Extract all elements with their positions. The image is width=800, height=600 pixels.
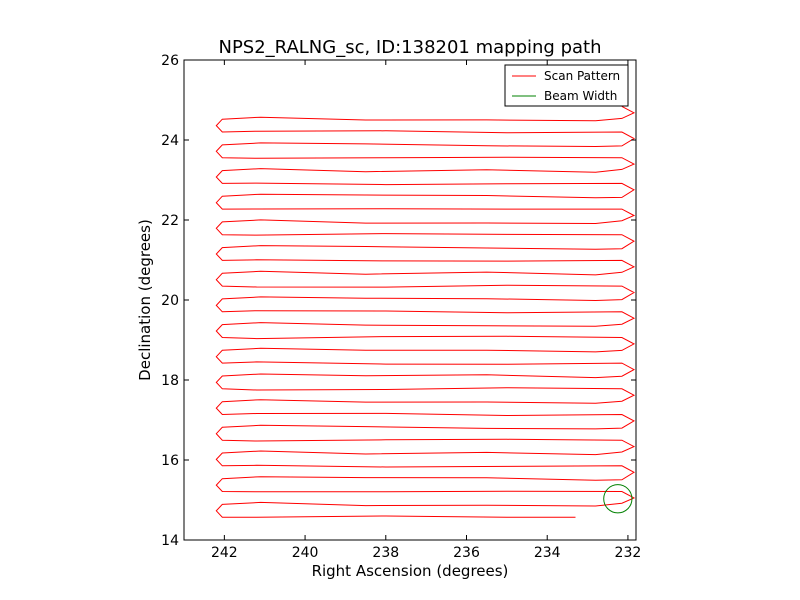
beam-width-circle bbox=[603, 484, 633, 514]
y-tick-label: 24 bbox=[161, 133, 179, 149]
x-tick-label: 236 bbox=[453, 545, 480, 561]
x-tick-label: 242 bbox=[211, 545, 238, 561]
scan-group bbox=[215, 105, 636, 518]
x-axis-label: Right Ascension (degrees) bbox=[312, 562, 509, 580]
legend-beam-label: Beam Width bbox=[544, 89, 617, 103]
plot-area bbox=[215, 105, 636, 518]
y-tick-label: 20 bbox=[161, 293, 179, 309]
axis-ticks: 242 240 238 236 234 232 14 16 18 20 22 24 26 bbox=[161, 53, 641, 561]
y-tick-label: 26 bbox=[161, 53, 179, 69]
scan-pattern-line bbox=[215, 105, 636, 518]
y-tick-label: 14 bbox=[161, 533, 179, 549]
y-tick-label: 16 bbox=[161, 453, 179, 469]
y-axis-label: Declination (degrees) bbox=[136, 219, 154, 381]
legend: Scan Pattern Beam Width bbox=[504, 64, 629, 107]
y-tick-label: 22 bbox=[161, 213, 179, 229]
x-tick-label: 238 bbox=[372, 545, 399, 561]
legend-scan-label: Scan Pattern bbox=[544, 69, 620, 83]
legend-box bbox=[504, 64, 629, 107]
x-tick-label: 232 bbox=[615, 545, 642, 561]
chart-title: NPS2_RALNG_sc, ID:138201 mapping path bbox=[218, 37, 601, 58]
y-tick-label: 18 bbox=[161, 373, 179, 389]
x-tick-label: 234 bbox=[534, 545, 561, 561]
x-tick-label: 240 bbox=[292, 545, 319, 561]
